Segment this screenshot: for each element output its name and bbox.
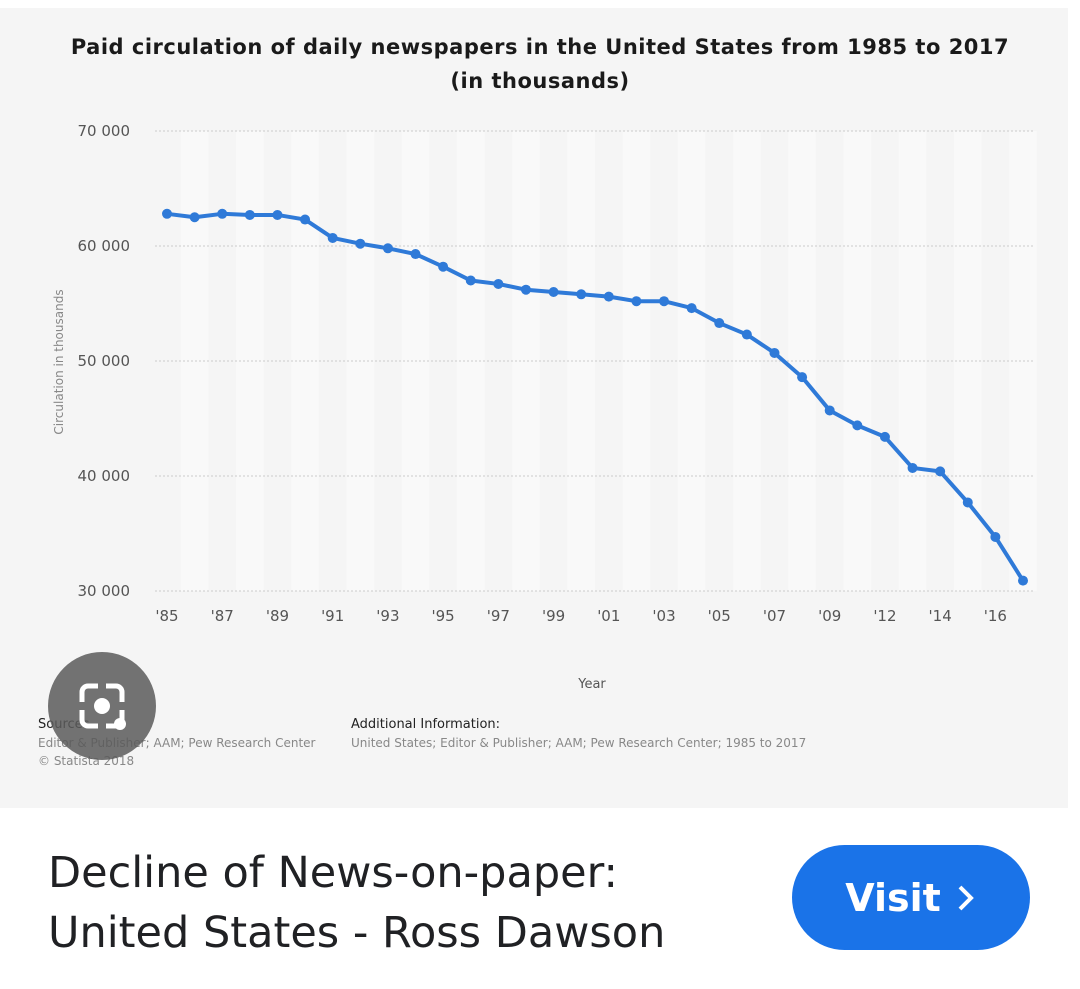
point xyxy=(520,284,531,295)
point xyxy=(493,278,504,289)
point xyxy=(162,208,172,219)
point xyxy=(852,420,863,431)
point xyxy=(714,318,725,329)
chart-title: Paid circulation of daily newspapers in … xyxy=(70,35,1010,93)
point xyxy=(465,275,476,286)
chart: 30 000 40 000 50 000 60 000 70 000 '85 '87 '89 '… xyxy=(52,122,1037,692)
point xyxy=(824,405,835,416)
visit-label: Visit xyxy=(845,875,941,920)
x-tick-label: '09 xyxy=(818,607,841,625)
x-tick-label: '99 xyxy=(542,607,565,625)
y-tick-label: 30 000 xyxy=(78,582,131,600)
x-tick-label: '01 xyxy=(597,607,620,625)
point xyxy=(769,347,780,358)
point xyxy=(935,466,946,477)
result-title[interactable]: Decline of News-on-paper: United States … xyxy=(48,848,666,958)
point xyxy=(879,431,890,442)
point xyxy=(410,249,421,260)
point xyxy=(548,287,559,297)
additional-info-heading: Additional Information: xyxy=(351,717,501,732)
x-tick-label: '07 xyxy=(763,607,786,625)
x-axis-label: Year xyxy=(577,677,606,692)
point xyxy=(907,462,918,473)
point xyxy=(189,212,200,223)
x-tick-label: '93 xyxy=(376,607,399,625)
x-tick-label: '91 xyxy=(321,607,344,625)
y-tick-label: 40 000 xyxy=(78,467,131,485)
point xyxy=(355,238,366,249)
point xyxy=(686,303,697,314)
y-tick-label: 60 000 xyxy=(78,237,131,255)
point xyxy=(244,209,255,220)
x-tick-label: '16 xyxy=(984,607,1007,625)
y-tick-label: 70 000 xyxy=(78,122,131,140)
y-axis-label: Circulation in thousands xyxy=(52,289,66,434)
lens-button[interactable] xyxy=(48,652,156,760)
x-tick-label: '89 xyxy=(266,607,289,625)
lens-icon xyxy=(79,683,126,730)
point xyxy=(576,289,587,300)
x-tick-label: '12 xyxy=(873,607,896,625)
point xyxy=(962,497,973,508)
additional-info: Additional Information: United States; E… xyxy=(351,715,806,752)
visit-button[interactable]: Visit xyxy=(792,845,1030,950)
point xyxy=(272,209,283,220)
y-tick-label: 50 000 xyxy=(78,352,131,370)
x-tick-label: '97 xyxy=(487,607,510,625)
point xyxy=(300,214,311,225)
x-tick-label: '87 xyxy=(211,607,234,625)
point xyxy=(659,296,670,307)
additional-info-text: United States; Editor & Publisher; AAM; … xyxy=(351,736,807,750)
x-tick-label: '03 xyxy=(652,607,675,625)
x-tick-label: '14 xyxy=(929,607,952,625)
point xyxy=(1018,575,1028,586)
point xyxy=(217,208,228,219)
x-tick-label: '05 xyxy=(708,607,731,625)
point xyxy=(990,531,1001,542)
chevron-icon xyxy=(958,885,974,910)
x-tick-label: '95 xyxy=(432,607,455,625)
point xyxy=(631,296,642,307)
point xyxy=(603,291,614,302)
point xyxy=(438,261,449,272)
point xyxy=(797,372,808,383)
point xyxy=(741,329,752,340)
x-tick-label: '85 xyxy=(155,607,178,625)
point xyxy=(382,243,393,254)
point xyxy=(327,232,338,243)
